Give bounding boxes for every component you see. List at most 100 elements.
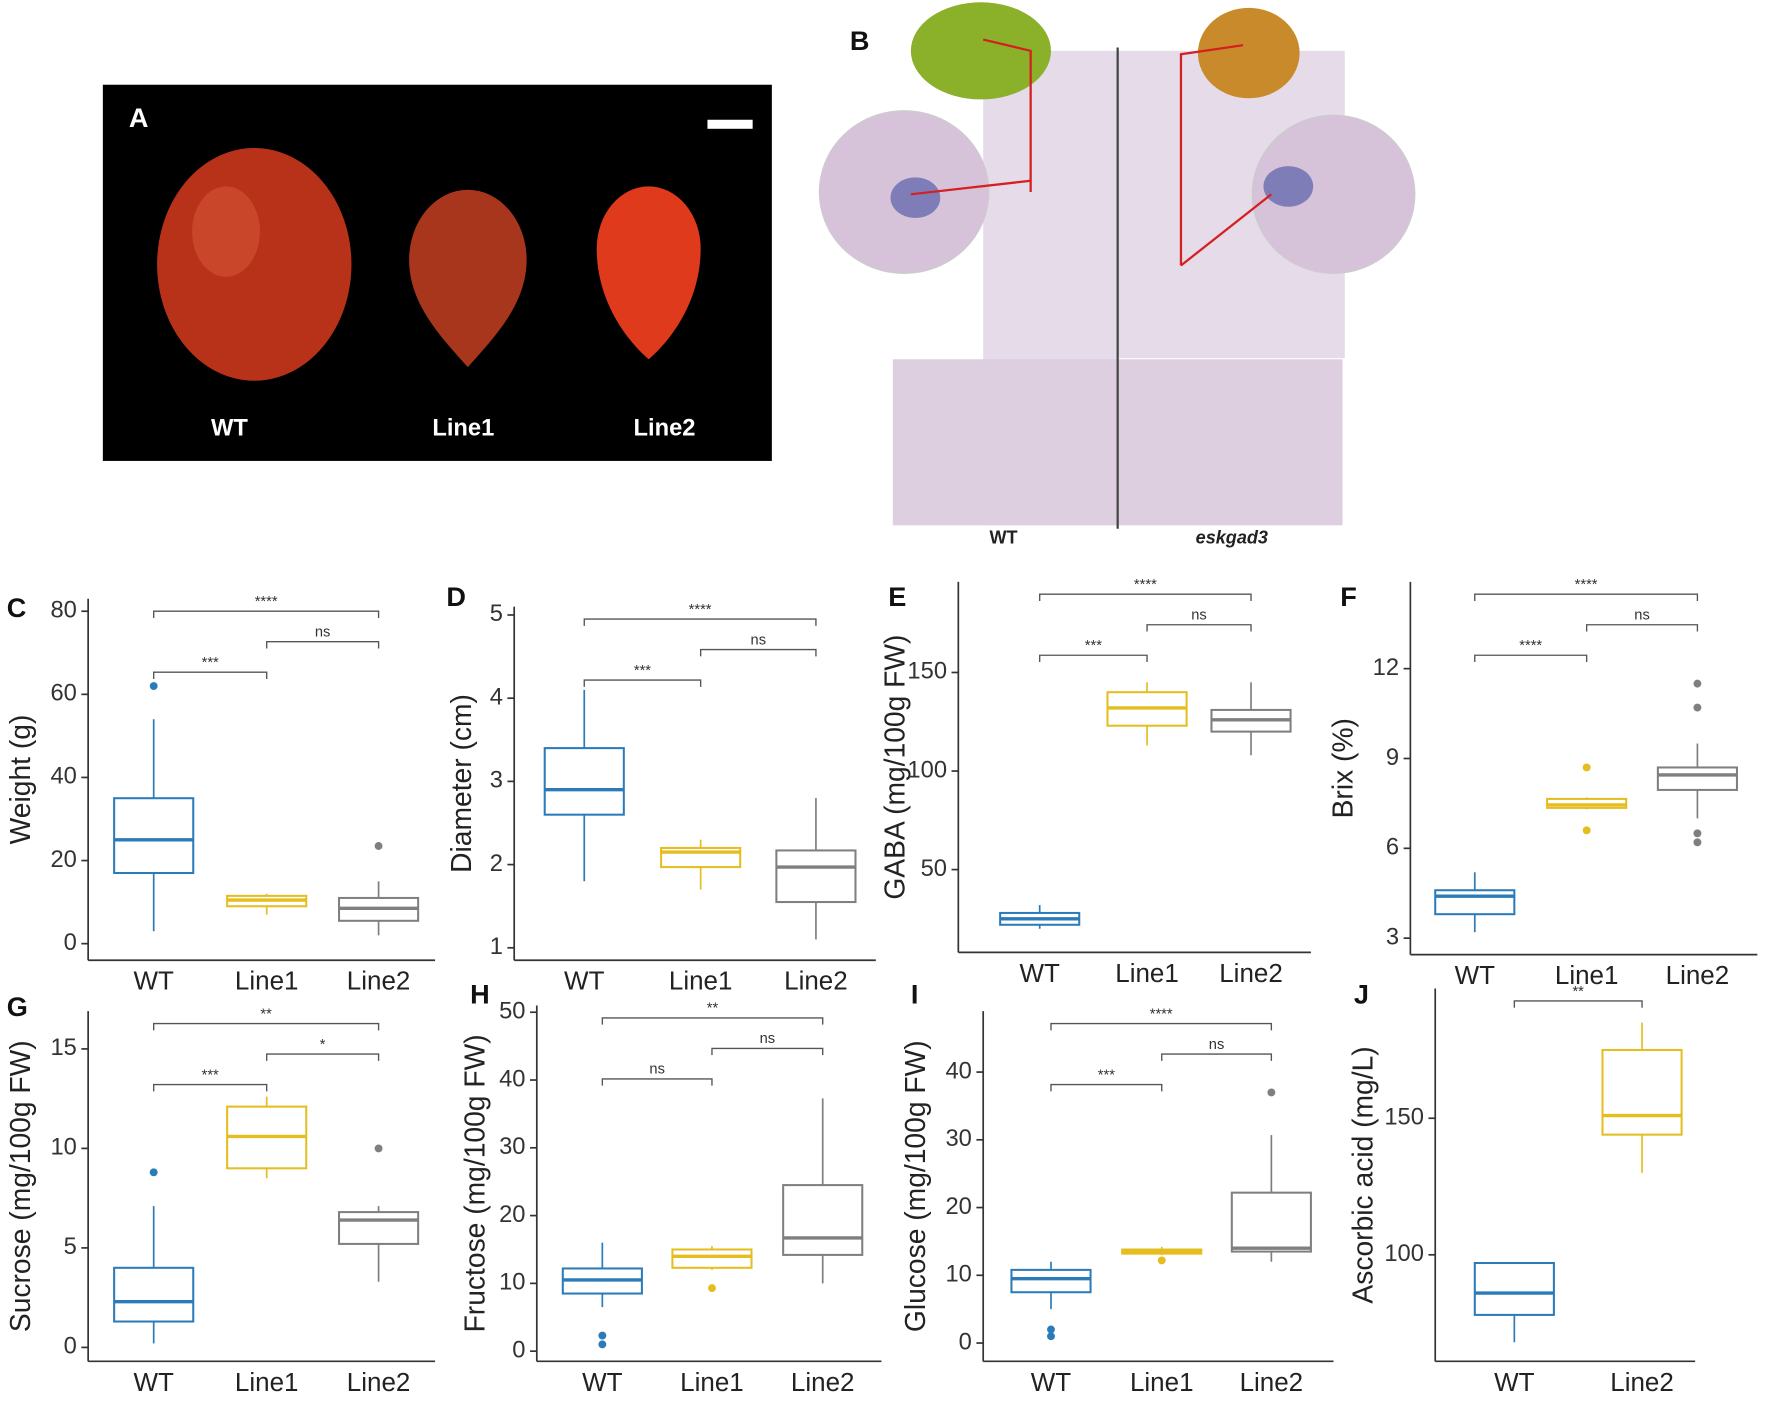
scale-bar <box>707 119 753 129</box>
significance-bracket <box>583 618 817 626</box>
micrograph <box>1118 359 1343 526</box>
x-tick-label: WT <box>564 966 605 996</box>
significance-bracket <box>1146 624 1252 632</box>
significance-label: * <box>320 1037 326 1053</box>
y-tick-label: 40 <box>499 1066 525 1092</box>
significance-bracket <box>266 1053 380 1061</box>
outlier <box>598 1340 607 1349</box>
significance-bracket <box>1050 1022 1273 1031</box>
box <box>782 1184 864 1256</box>
y-tick-label: 30 <box>499 1134 525 1160</box>
y-tick-label: 10 <box>499 1270 525 1296</box>
y-tick-label: 6 <box>1386 835 1399 861</box>
significance-bracket <box>153 610 380 618</box>
y-tick-label: 20 <box>499 1202 525 1228</box>
y-axis-label: Brix (%) <box>1326 718 1358 818</box>
outlier <box>598 1331 607 1340</box>
significance-label: *** <box>634 663 651 679</box>
y-tick-label: 3 <box>1386 924 1399 950</box>
tomato <box>596 186 701 360</box>
significance-label: **** <box>1150 1006 1173 1022</box>
outlier <box>1047 1332 1055 1341</box>
x-tick-label: Line2 <box>784 966 848 996</box>
y-tick-label: 0 <box>959 1329 972 1355</box>
y-tick-label: 60 <box>50 681 76 707</box>
y-tick-label: 20 <box>945 1194 971 1220</box>
significance-label: ns <box>649 1062 665 1078</box>
photo-panel-a: A WT Line1 Line2 <box>102 84 772 461</box>
panel-letter: C <box>7 592 27 623</box>
significance-label: ns <box>1209 1037 1225 1053</box>
significance-label: *** <box>1085 638 1102 654</box>
y-tick-label: 12 <box>1373 655 1399 681</box>
y-tick-label: 0 <box>64 1334 77 1360</box>
y-tick-label: 10 <box>50 1135 76 1161</box>
y-tick-label: 100 <box>907 757 947 783</box>
significance-label: ns <box>760 1031 776 1047</box>
panel-letter: J <box>1354 979 1369 1010</box>
outlier <box>1693 679 1702 688</box>
y-tick-label: 0 <box>512 1337 525 1363</box>
x-tick-label: Line1 <box>1115 958 1179 988</box>
box <box>1473 1261 1555 1316</box>
x-tick-label: Line2 <box>1219 958 1283 988</box>
significance-bracket <box>1039 654 1148 663</box>
outlier <box>1693 829 1702 838</box>
significance-label: *** <box>202 655 219 671</box>
stain <box>890 177 941 219</box>
x-tick-label: Line2 <box>347 966 411 996</box>
outlier <box>149 682 158 690</box>
y-tick-label: 40 <box>50 764 76 790</box>
significance-label: ** <box>707 1001 719 1017</box>
panel-letter: H <box>470 979 490 1010</box>
y-tick-label: 40 <box>945 1058 971 1084</box>
x-tick-label: Line2 <box>347 1367 411 1397</box>
photo-caption: Line1 <box>432 416 494 442</box>
outlier <box>1693 838 1702 847</box>
x-tick-label: Line2 <box>791 1367 855 1397</box>
y-tick-label: 9 <box>1386 745 1399 771</box>
x-tick-label: WT <box>134 966 175 996</box>
x-tick-label: Line1 <box>235 1367 299 1397</box>
tomato <box>157 147 352 381</box>
outlier <box>1582 826 1591 835</box>
y-tick-label: 4 <box>490 684 503 710</box>
y-tick-label: 3 <box>490 768 503 794</box>
panel-letter: D <box>446 581 466 612</box>
tomato-highlight <box>192 186 260 277</box>
significance-bracket <box>1513 1000 1643 1008</box>
significance-bracket <box>266 641 380 649</box>
y-axis-label: Ascorbic acid (mg/L) <box>1347 1046 1379 1303</box>
panel-letter: A <box>129 102 149 133</box>
y-tick-label: 50 <box>921 856 947 882</box>
inset <box>910 2 1051 100</box>
x-tick-label: Line1 <box>235 966 299 996</box>
y-tick-label: 1 <box>490 934 503 960</box>
photo-caption: Line2 <box>634 416 696 442</box>
photo-caption: eskgad3 <box>1196 528 1268 548</box>
y-tick-label: 2 <box>490 851 503 877</box>
pointer-lines <box>910 38 1273 267</box>
box <box>113 1266 195 1323</box>
tomato <box>409 189 527 368</box>
photo-caption: WT <box>211 416 248 442</box>
inset <box>1197 7 1300 99</box>
x-tick-label: Line1 <box>1555 960 1619 990</box>
significance-label: *** <box>202 1067 219 1083</box>
significance-bracket <box>1161 1053 1273 1061</box>
box <box>1601 1048 1683 1136</box>
y-axis-label: GABA (mg/100g FW) <box>879 635 911 900</box>
outlier <box>1157 1256 1166 1265</box>
significance-label: **** <box>1519 638 1542 654</box>
box <box>113 797 195 875</box>
x-tick-label: WT <box>134 1367 175 1397</box>
significance-bracket <box>1585 624 1699 632</box>
box <box>671 1248 753 1269</box>
y-axis-label: Sucrose (mg/100g FW) <box>4 1040 36 1332</box>
significance-bracket <box>1050 1083 1163 1092</box>
y-tick-label: 10 <box>945 1262 971 1288</box>
x-tick-label: Line1 <box>669 966 733 996</box>
y-tick-label: 50 <box>499 999 525 1025</box>
significance-label: ns <box>751 632 767 648</box>
